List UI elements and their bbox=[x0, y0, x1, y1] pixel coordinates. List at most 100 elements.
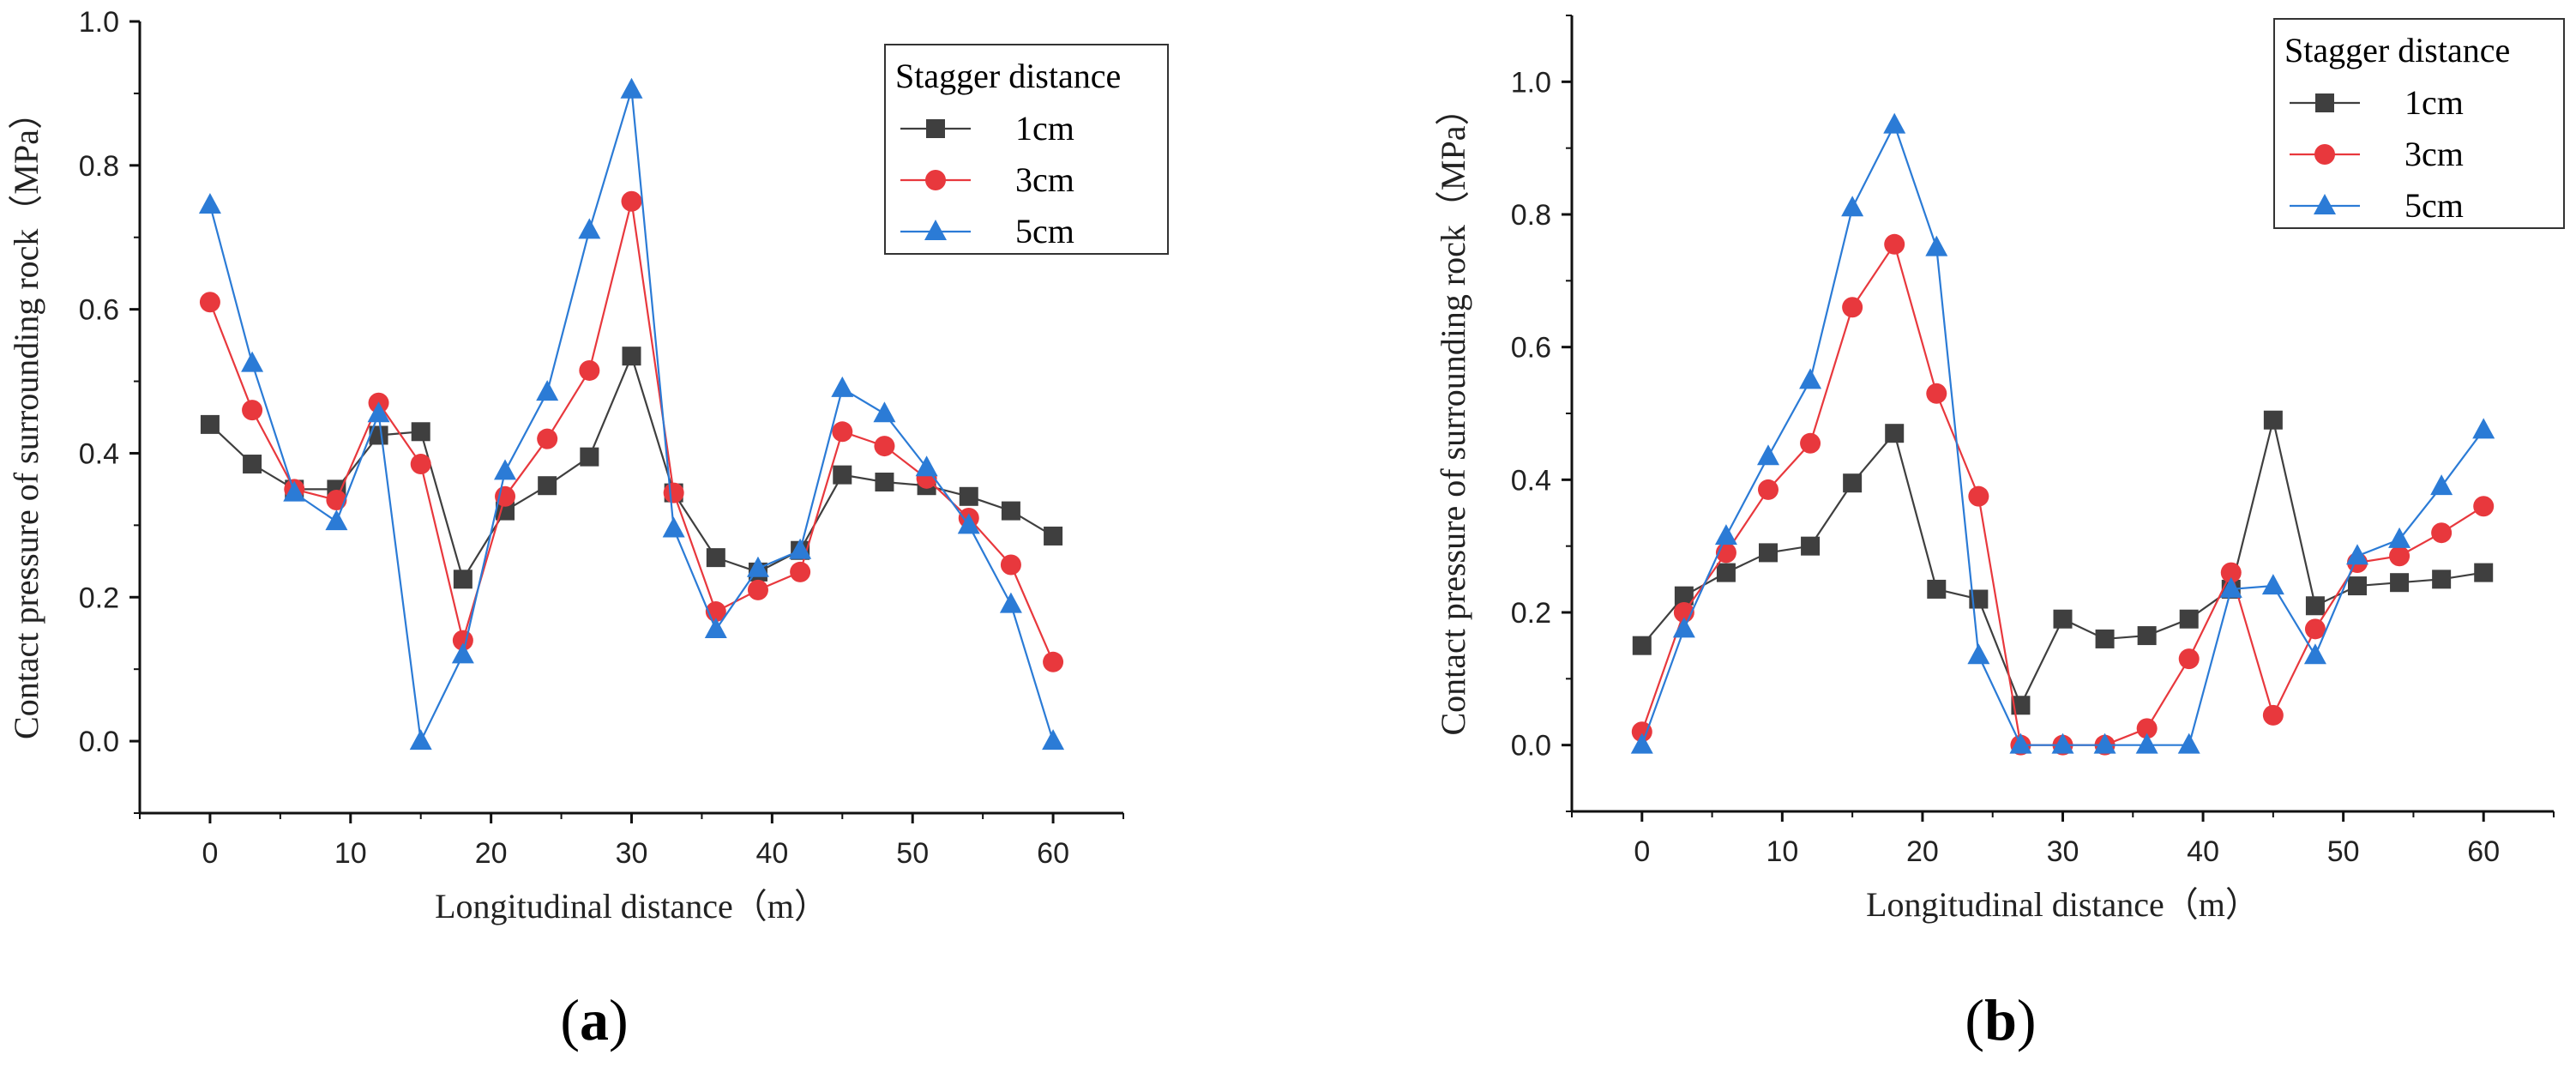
panel-b-point-1cm bbox=[1885, 424, 1905, 443]
panel-b-point-5cm bbox=[1630, 732, 1653, 754]
chart-panel-b: 0 10 20 30 40 50 60 0.0 0.2 0.4 0.6 0.8 1.0 Longitudi… bbox=[1434, 15, 2565, 1052]
panel-a-x-tick-label: 60 bbox=[1037, 837, 1069, 870]
panel-b-point-1cm bbox=[2263, 410, 2283, 430]
panel-b-point-5cm bbox=[2472, 418, 2495, 439]
panel-b-point-1cm bbox=[2348, 576, 2367, 596]
panel-b-x-tick-label: 10 bbox=[1766, 835, 1798, 868]
panel-a-label: (a) bbox=[560, 987, 628, 1052]
panel-b-legend-marker-1cm bbox=[2315, 93, 2334, 112]
panel-b-x-tick-label: 30 bbox=[2047, 835, 2079, 868]
panel-a-point-5cm bbox=[1042, 729, 1065, 751]
panel-b-point-5cm bbox=[1757, 444, 1779, 466]
panel-b-point-3cm bbox=[2304, 618, 2326, 640]
panel-b-point-3cm bbox=[1758, 479, 1779, 500]
panel-a-point-3cm bbox=[1043, 651, 1064, 672]
panel-b-point-5cm bbox=[1925, 235, 1948, 256]
panel-b-y-tick-label: 1.0 bbox=[1511, 66, 1551, 99]
panel-a-point-5cm bbox=[789, 538, 812, 559]
panel-a-point-5cm bbox=[536, 380, 559, 401]
panel-b-point-5cm bbox=[1841, 196, 1864, 217]
panel-a-y-axis-label: Contact pressure of surrounding rock（MPa… bbox=[7, 95, 45, 739]
panel-a-point-3cm bbox=[1000, 554, 1021, 576]
panel-a-point-5cm bbox=[873, 401, 896, 423]
panel-a-x-tick-label: 0 bbox=[202, 837, 218, 870]
panel-b-point-1cm bbox=[1801, 536, 1821, 556]
panel-a-legend-marker-1cm bbox=[926, 119, 945, 138]
panel-b-legend-box bbox=[2273, 18, 2565, 229]
panel-b-point-3cm bbox=[1631, 721, 1652, 743]
panel-a-legend-label-5cm: 5cm bbox=[1015, 212, 1074, 250]
panel-b-x-axis-label: Longitudinal distance（m） bbox=[1866, 885, 2260, 924]
panel-b-point-1cm bbox=[1759, 543, 1778, 563]
panel-b-x-tick-label: 0 bbox=[1634, 835, 1650, 868]
panel-b-point-5cm bbox=[2388, 527, 2411, 548]
panel-b-y-tick-label: 0.4 bbox=[1511, 464, 1551, 497]
panel-a-legend-title: Stagger distance bbox=[895, 57, 1121, 95]
panel-b-legend-label-3cm: 3cm bbox=[2404, 135, 2464, 173]
panel-a-point-3cm bbox=[663, 482, 684, 503]
panel-a-point-1cm bbox=[538, 476, 557, 496]
chart-panel-a: 0 10 20 30 40 50 60 0.0 0.2 0.4 0.6 0.8 1.0 Longitudi… bbox=[7, 6, 1169, 1052]
panel-b-point-1cm bbox=[2390, 573, 2410, 593]
panel-a-y-tick-label: 0.4 bbox=[79, 437, 119, 470]
panel-a-series-line-3cm bbox=[208, 201, 1055, 663]
panel-b-point-1cm bbox=[2474, 563, 2494, 582]
panel-b-point-3cm bbox=[2178, 648, 2200, 670]
panel-b-point-5cm bbox=[2261, 574, 2284, 595]
panel-a-point-5cm bbox=[367, 401, 390, 423]
panel-b-point-5cm bbox=[2303, 643, 2326, 665]
panel-a-point-3cm bbox=[874, 436, 895, 457]
panel-b-point-5cm bbox=[1799, 368, 1822, 389]
panel-b-point-5cm bbox=[2346, 544, 2368, 565]
panel-a-point-5cm bbox=[578, 218, 601, 239]
panel-b-x-tick-label: 20 bbox=[1906, 835, 1939, 868]
panel-b-point-5cm bbox=[1714, 524, 1737, 546]
panel-a-point-5cm bbox=[494, 459, 517, 480]
panel-a-y-tick-label: 1.0 bbox=[79, 6, 119, 39]
panel-a-point-1cm bbox=[369, 425, 388, 445]
panel-b-y-tick-label: 0.2 bbox=[1511, 597, 1551, 630]
panel-b-point-3cm bbox=[2262, 704, 2284, 726]
panel-a-point-5cm bbox=[241, 351, 264, 372]
panel-a-point-1cm bbox=[1044, 526, 1063, 546]
panel-a-point-5cm bbox=[957, 513, 980, 534]
panel-a-point-3cm bbox=[579, 359, 600, 381]
panel-b-point-3cm bbox=[2431, 522, 2453, 544]
panel-a-point-5cm bbox=[704, 618, 727, 639]
panel-b-point-1cm bbox=[1632, 636, 1652, 655]
panel-b-point-1cm bbox=[2137, 626, 2157, 646]
panel-a-point-1cm bbox=[833, 465, 852, 485]
panel-a-point-3cm bbox=[410, 454, 431, 475]
panel-b-point-5cm bbox=[2051, 732, 2074, 754]
panel-a-point-5cm bbox=[831, 376, 854, 397]
panel-a-point-1cm bbox=[200, 414, 220, 434]
panel-a-point-1cm bbox=[580, 447, 599, 467]
panel-b-point-1cm bbox=[1843, 473, 1863, 493]
panel-b-legend-label-1cm: 1cm bbox=[2404, 83, 2464, 122]
panel-a-point-3cm bbox=[832, 421, 853, 443]
panel-b-point-3cm bbox=[1800, 432, 1821, 454]
panel-b-point-3cm bbox=[1884, 233, 1905, 255]
panel-b-point-1cm bbox=[2305, 596, 2325, 616]
panel-b-point-3cm bbox=[1842, 297, 1863, 318]
panel-b-point-1cm bbox=[1674, 586, 1694, 606]
panel-b-legend-marker-3cm bbox=[2314, 144, 2335, 165]
panel-b-point-3cm bbox=[1926, 383, 1947, 404]
panel-a-point-1cm bbox=[453, 570, 472, 589]
panel-b-x-tick-label: 40 bbox=[2187, 835, 2219, 868]
panel-a-x-tick-label: 40 bbox=[755, 837, 788, 870]
panel-a-legend-marker-5cm bbox=[924, 220, 947, 240]
panel-b-point-3cm bbox=[2389, 546, 2410, 567]
panel-a-point-5cm bbox=[325, 509, 348, 531]
panel-a-x-tick-label: 30 bbox=[616, 837, 648, 870]
panel-a-legend-label-3cm: 3cm bbox=[1015, 160, 1074, 199]
panel-b-point-3cm bbox=[2220, 562, 2242, 583]
panel-b-point-1cm bbox=[2432, 570, 2452, 589]
panel-b-point-3cm bbox=[2136, 718, 2158, 739]
panel-b-point-5cm bbox=[2135, 732, 2158, 754]
panel-a-point-1cm bbox=[875, 473, 894, 492]
panel-b-y-axis-label: Contact pressure of surrounding rock（MPa… bbox=[1434, 92, 1472, 736]
panel-a-point-5cm bbox=[620, 77, 643, 99]
panel-b-point-1cm bbox=[2053, 609, 2073, 629]
